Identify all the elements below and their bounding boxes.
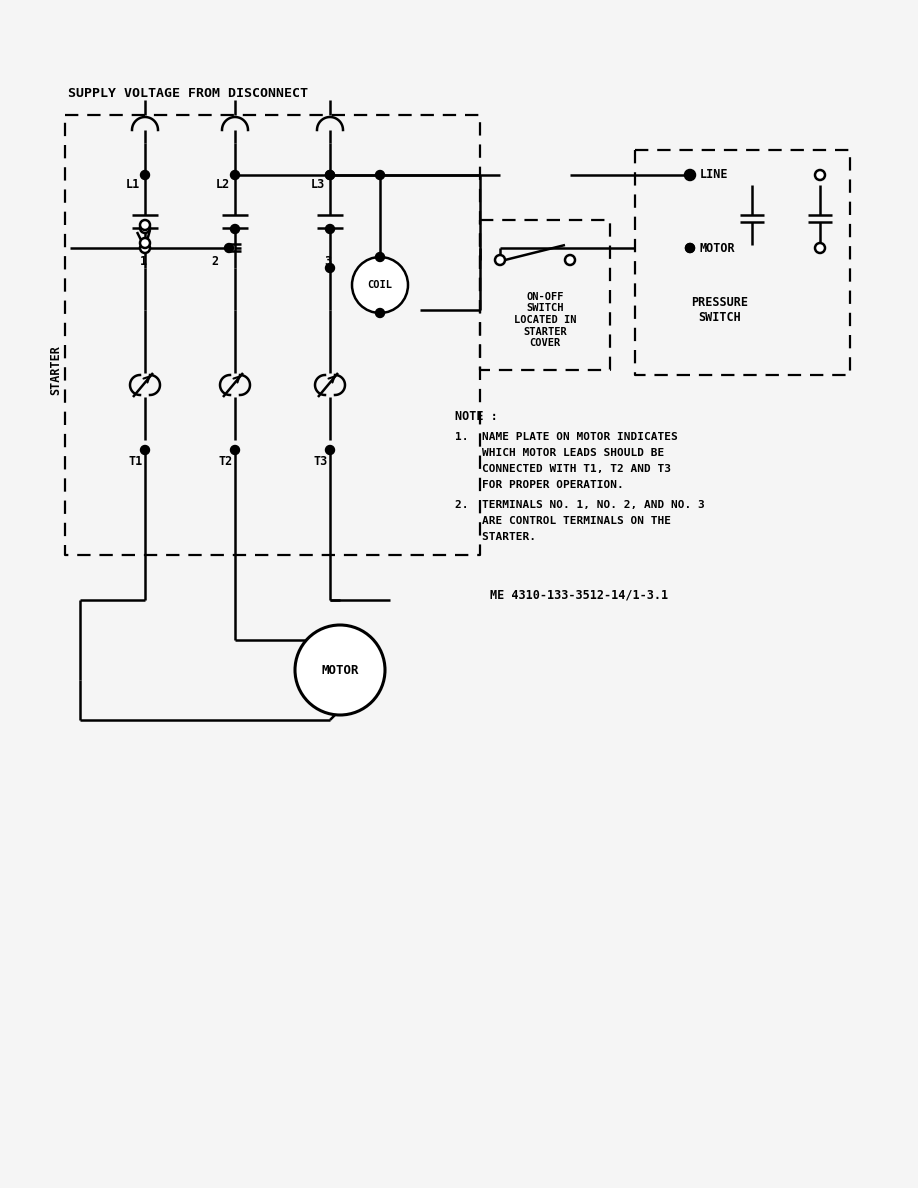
Circle shape (375, 253, 385, 261)
Circle shape (686, 244, 695, 253)
Circle shape (326, 446, 334, 455)
Circle shape (326, 171, 334, 179)
Circle shape (686, 171, 695, 179)
Text: L2: L2 (216, 178, 230, 191)
Circle shape (326, 264, 334, 272)
Circle shape (815, 244, 825, 253)
Text: 3: 3 (324, 255, 331, 268)
Circle shape (326, 225, 334, 234)
Text: CONNECTED WITH T1, T2 AND T3: CONNECTED WITH T1, T2 AND T3 (455, 465, 671, 474)
Text: ON-OFF
SWITCH
LOCATED IN
STARTER
COVER: ON-OFF SWITCH LOCATED IN STARTER COVER (514, 292, 577, 348)
Text: COIL: COIL (367, 280, 393, 290)
Circle shape (352, 257, 408, 312)
Circle shape (565, 255, 575, 265)
Circle shape (495, 255, 505, 265)
Circle shape (375, 171, 385, 179)
Text: T2: T2 (218, 455, 233, 468)
Text: LINE: LINE (700, 169, 729, 182)
Text: SUPPLY VOLTAGE FROM DISCONNECT: SUPPLY VOLTAGE FROM DISCONNECT (68, 87, 308, 100)
Circle shape (140, 244, 150, 253)
Circle shape (140, 223, 150, 233)
Circle shape (686, 244, 695, 253)
Text: NOTE :: NOTE : (455, 410, 498, 423)
Text: L3: L3 (311, 178, 325, 191)
Text: L1: L1 (126, 178, 140, 191)
Text: PRESSURE
SWITCH: PRESSURE SWITCH (691, 296, 748, 324)
Circle shape (140, 220, 150, 230)
Circle shape (326, 171, 334, 179)
Text: T3: T3 (314, 455, 328, 468)
Circle shape (225, 244, 233, 253)
Text: ME 4310-133-3512-14/1-3.1: ME 4310-133-3512-14/1-3.1 (490, 588, 668, 601)
Circle shape (230, 225, 240, 234)
Circle shape (140, 171, 150, 179)
Text: T1: T1 (129, 455, 143, 468)
Circle shape (295, 625, 385, 715)
Text: 2: 2 (211, 255, 218, 268)
Circle shape (230, 171, 240, 179)
Text: FOR PROPER OPERATION.: FOR PROPER OPERATION. (455, 480, 623, 489)
Circle shape (375, 309, 385, 317)
Text: 2.  TERMINALS NO. 1, NO. 2, AND NO. 3: 2. TERMINALS NO. 1, NO. 2, AND NO. 3 (455, 500, 705, 510)
Text: STARTER: STARTER (49, 345, 62, 394)
Circle shape (230, 446, 240, 455)
Text: 1.  NAME PLATE ON MOTOR INDICATES: 1. NAME PLATE ON MOTOR INDICATES (455, 432, 677, 442)
Text: WHICH MOTOR LEADS SHOULD BE: WHICH MOTOR LEADS SHOULD BE (455, 448, 665, 459)
Text: MOTOR: MOTOR (700, 241, 735, 254)
Text: MOTOR: MOTOR (321, 664, 359, 676)
Circle shape (140, 238, 150, 248)
Text: STARTER.: STARTER. (455, 532, 536, 542)
Circle shape (685, 170, 695, 181)
Text: 1: 1 (140, 255, 147, 268)
Circle shape (815, 170, 825, 181)
Text: ARE CONTROL TERMINALS ON THE: ARE CONTROL TERMINALS ON THE (455, 516, 671, 526)
Circle shape (140, 446, 150, 455)
